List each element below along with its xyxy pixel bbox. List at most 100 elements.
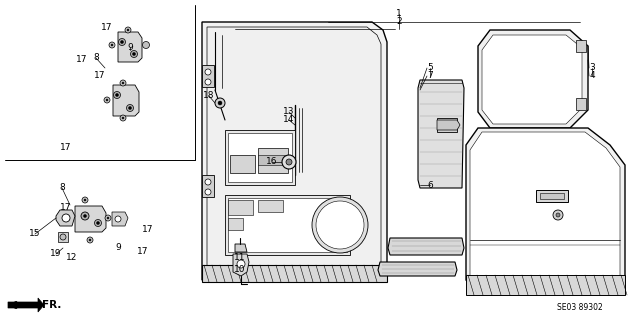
Polygon shape xyxy=(118,32,142,62)
Circle shape xyxy=(111,44,113,46)
Polygon shape xyxy=(202,22,387,280)
Circle shape xyxy=(104,97,110,103)
Text: 18: 18 xyxy=(204,92,215,100)
Circle shape xyxy=(215,98,225,108)
Circle shape xyxy=(118,39,125,46)
Text: 1: 1 xyxy=(396,10,402,19)
Circle shape xyxy=(120,80,126,86)
Circle shape xyxy=(132,53,136,56)
Bar xyxy=(228,218,243,230)
Circle shape xyxy=(312,197,368,253)
Text: 13: 13 xyxy=(284,108,295,116)
Polygon shape xyxy=(202,265,387,282)
Circle shape xyxy=(97,221,99,225)
Circle shape xyxy=(129,107,131,109)
Circle shape xyxy=(553,210,563,220)
Polygon shape xyxy=(235,244,247,252)
Bar xyxy=(258,200,283,212)
Bar xyxy=(258,155,286,165)
Circle shape xyxy=(120,115,126,121)
Text: 5: 5 xyxy=(427,63,433,72)
Circle shape xyxy=(286,159,292,165)
Circle shape xyxy=(109,42,115,48)
Circle shape xyxy=(218,101,222,105)
Polygon shape xyxy=(225,195,350,255)
Polygon shape xyxy=(75,206,106,232)
Polygon shape xyxy=(378,262,457,276)
Text: 17: 17 xyxy=(60,204,72,212)
Text: 6: 6 xyxy=(427,181,433,189)
Bar xyxy=(230,155,255,173)
Text: 7: 7 xyxy=(427,71,433,80)
Text: 4: 4 xyxy=(589,70,595,79)
Bar xyxy=(202,65,214,87)
Circle shape xyxy=(556,213,560,217)
Bar xyxy=(576,40,586,52)
Text: 17: 17 xyxy=(60,144,72,152)
Circle shape xyxy=(316,201,364,249)
Text: 17: 17 xyxy=(94,70,106,79)
Text: 15: 15 xyxy=(29,229,41,239)
Circle shape xyxy=(84,199,86,201)
Circle shape xyxy=(125,27,131,33)
Circle shape xyxy=(143,41,150,48)
Polygon shape xyxy=(482,35,582,124)
Circle shape xyxy=(122,117,124,119)
Circle shape xyxy=(122,82,124,84)
Circle shape xyxy=(107,217,109,219)
Circle shape xyxy=(81,212,89,220)
Text: 17: 17 xyxy=(76,56,88,64)
Circle shape xyxy=(105,215,111,221)
Bar xyxy=(536,190,568,202)
Circle shape xyxy=(87,237,93,243)
Polygon shape xyxy=(228,133,292,182)
Circle shape xyxy=(205,69,211,75)
Bar xyxy=(540,193,564,199)
Text: 19: 19 xyxy=(51,249,61,258)
Polygon shape xyxy=(466,128,625,295)
Circle shape xyxy=(205,179,211,185)
Circle shape xyxy=(127,105,134,112)
Polygon shape xyxy=(58,232,68,242)
Text: FR.: FR. xyxy=(42,300,61,310)
Text: 2: 2 xyxy=(396,17,402,26)
Polygon shape xyxy=(437,120,460,130)
Circle shape xyxy=(205,189,211,195)
Polygon shape xyxy=(228,198,347,252)
Text: 11: 11 xyxy=(234,253,246,262)
Polygon shape xyxy=(388,238,464,255)
Polygon shape xyxy=(56,210,75,226)
Bar xyxy=(437,118,457,132)
Text: 9: 9 xyxy=(127,42,133,51)
Circle shape xyxy=(83,214,86,218)
Circle shape xyxy=(106,99,108,101)
Circle shape xyxy=(60,234,66,240)
Polygon shape xyxy=(8,298,44,312)
Text: 9: 9 xyxy=(115,243,121,253)
Circle shape xyxy=(62,214,70,222)
Bar xyxy=(258,148,288,173)
Circle shape xyxy=(115,93,118,97)
Text: SE03 89302: SE03 89302 xyxy=(557,302,603,311)
Circle shape xyxy=(237,260,245,268)
Polygon shape xyxy=(207,27,381,275)
Polygon shape xyxy=(418,80,464,188)
Polygon shape xyxy=(233,254,249,276)
Text: 17: 17 xyxy=(101,24,113,33)
Bar xyxy=(202,175,214,197)
Polygon shape xyxy=(478,30,588,128)
Text: 10: 10 xyxy=(234,265,246,275)
Circle shape xyxy=(120,41,124,43)
Text: 16: 16 xyxy=(266,158,278,167)
Circle shape xyxy=(115,216,121,222)
Circle shape xyxy=(282,155,296,169)
Circle shape xyxy=(95,219,102,226)
Circle shape xyxy=(89,239,91,241)
Polygon shape xyxy=(470,132,620,291)
Circle shape xyxy=(205,79,211,85)
Bar xyxy=(228,200,253,215)
Text: 8: 8 xyxy=(93,54,99,63)
Polygon shape xyxy=(225,130,295,185)
Text: 8: 8 xyxy=(59,183,65,192)
Text: 17: 17 xyxy=(142,226,154,234)
